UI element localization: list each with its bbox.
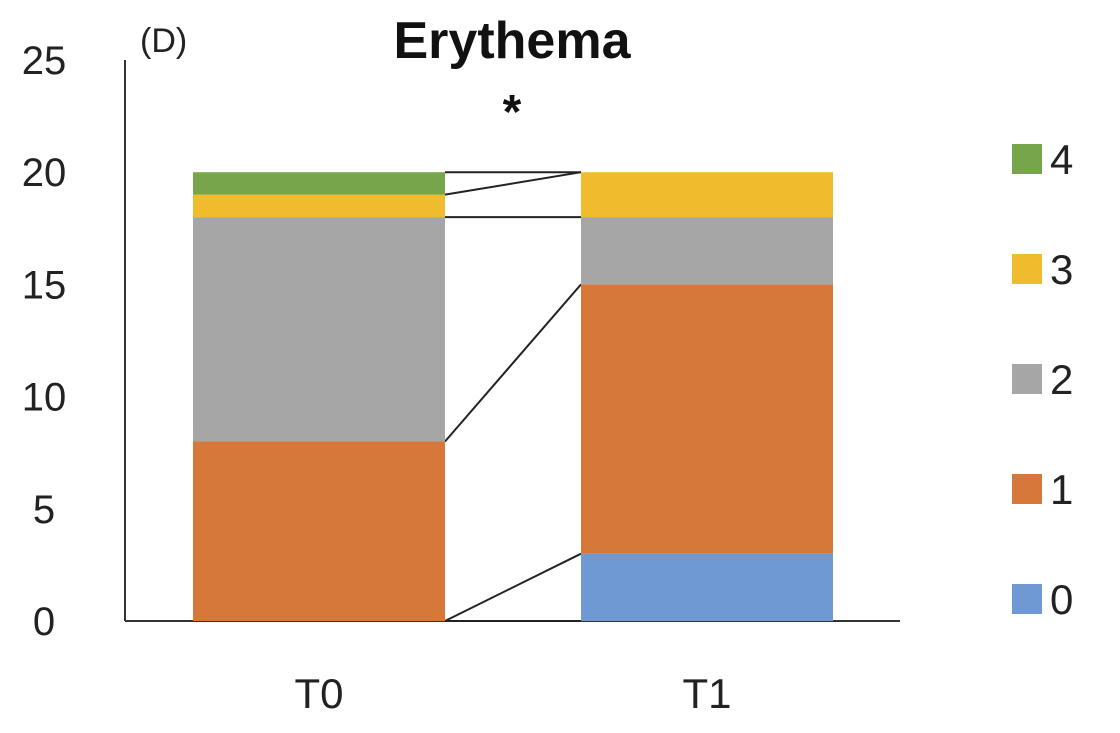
legend-swatch-score-3	[1012, 254, 1042, 284]
legend: 4 3 2 1 0	[1012, 136, 1073, 623]
legend-swatch-score-0	[1012, 584, 1042, 614]
bar-segment-t1-score-2	[581, 217, 833, 285]
bar-segment-t0-score-3	[193, 194, 445, 218]
panel-label: (D)	[140, 22, 187, 60]
connector-line	[444, 283, 582, 443]
axes: 0 5 10 15 20 25 T0 T1	[22, 39, 900, 717]
y-tick-label: 10	[22, 376, 67, 420]
bars	[193, 172, 833, 621]
bar-segment-t1-score-0	[581, 553, 833, 621]
y-tick-label: 25	[22, 39, 67, 83]
chart-title: Erythema	[394, 12, 632, 70]
bar-segment-t0-score-4	[193, 172, 445, 195]
legend-label-score-3: 3	[1050, 246, 1073, 293]
y-tick-label: 5	[33, 488, 55, 532]
legend-label-score-1: 1	[1050, 466, 1073, 513]
connector-line	[444, 552, 582, 622]
legend-label-score-4: 4	[1050, 136, 1073, 183]
y-tick-label: 0	[33, 600, 55, 644]
legend-label-score-0: 0	[1050, 576, 1073, 623]
legend-swatch-score-2	[1012, 364, 1042, 394]
x-tick-label: T1	[682, 670, 731, 717]
bar-segment-t0-score-2	[193, 217, 445, 442]
legend-swatch-score-1	[1012, 474, 1042, 504]
y-tick-label: 15	[22, 263, 67, 307]
bar-segment-t0-score-1	[193, 441, 445, 621]
connector-line	[444, 171, 582, 196]
legend-label-score-2: 2	[1050, 356, 1073, 403]
bar-segment-t1-score-1	[581, 284, 833, 554]
x-tick-label: T0	[294, 670, 343, 717]
bar-segment-t1-score-3	[581, 172, 833, 218]
y-tick-label: 20	[22, 151, 67, 195]
connector-lines	[444, 171, 582, 622]
significance-marker: *	[503, 86, 522, 139]
legend-swatch-score-4	[1012, 144, 1042, 174]
